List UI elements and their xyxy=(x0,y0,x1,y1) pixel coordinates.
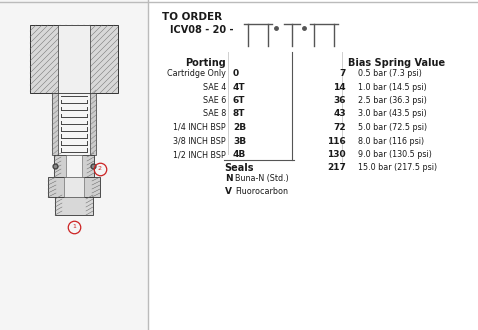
Text: 9.0 bar (130.5 psi): 9.0 bar (130.5 psi) xyxy=(358,150,432,159)
Bar xyxy=(52,93,58,155)
Bar xyxy=(64,177,84,197)
Text: 116: 116 xyxy=(327,137,346,146)
Text: 7: 7 xyxy=(340,69,346,78)
Text: Seals: Seals xyxy=(224,163,253,173)
Text: Porting: Porting xyxy=(185,58,226,68)
Text: SAE 8: SAE 8 xyxy=(203,110,226,118)
Text: V: V xyxy=(225,187,232,196)
Text: Cartridge Only: Cartridge Only xyxy=(167,69,226,78)
Bar xyxy=(48,177,100,197)
Text: 3.0 bar (43.5 psi): 3.0 bar (43.5 psi) xyxy=(358,110,427,118)
Text: SAE 4: SAE 4 xyxy=(203,82,226,91)
Text: 1: 1 xyxy=(72,224,76,229)
Bar xyxy=(66,155,82,177)
Text: 4T: 4T xyxy=(233,82,246,91)
Text: 8.0 bar (116 psi): 8.0 bar (116 psi) xyxy=(358,137,424,146)
Bar xyxy=(58,25,90,93)
Bar xyxy=(54,155,94,177)
Text: 2B: 2B xyxy=(233,123,246,132)
Text: SAE 6: SAE 6 xyxy=(203,96,226,105)
Text: Buna-N (Std.): Buna-N (Std.) xyxy=(235,174,289,183)
Text: 1/4 INCH BSP: 1/4 INCH BSP xyxy=(174,123,226,132)
Text: ICV08 - 20 -: ICV08 - 20 - xyxy=(170,25,233,35)
Text: 0.5 bar (7.3 psi): 0.5 bar (7.3 psi) xyxy=(358,69,422,78)
Text: 217: 217 xyxy=(327,163,346,173)
Text: 4B: 4B xyxy=(233,150,246,159)
Text: Fluorocarbon: Fluorocarbon xyxy=(235,187,288,196)
Text: 43: 43 xyxy=(333,110,346,118)
Text: 2.5 bar (36.3 psi): 2.5 bar (36.3 psi) xyxy=(358,96,427,105)
Text: TO ORDER: TO ORDER xyxy=(162,12,222,22)
Text: 2: 2 xyxy=(98,167,102,172)
Bar xyxy=(90,93,96,155)
Text: 36: 36 xyxy=(334,96,346,105)
Text: 6T: 6T xyxy=(233,96,246,105)
Polygon shape xyxy=(30,25,118,93)
Text: 8T: 8T xyxy=(233,110,246,118)
Text: 0: 0 xyxy=(233,69,239,78)
Bar xyxy=(55,197,93,215)
Bar xyxy=(0,0,148,330)
Text: 72: 72 xyxy=(333,123,346,132)
Text: 1/2 INCH BSP: 1/2 INCH BSP xyxy=(173,150,226,159)
Text: 130: 130 xyxy=(327,150,346,159)
Text: 5.0 bar (72.5 psi): 5.0 bar (72.5 psi) xyxy=(358,123,427,132)
Text: 1.0 bar (14.5 psi): 1.0 bar (14.5 psi) xyxy=(358,82,427,91)
Text: 14: 14 xyxy=(333,82,346,91)
Text: 15.0 bar (217.5 psi): 15.0 bar (217.5 psi) xyxy=(358,163,437,173)
Text: 3B: 3B xyxy=(233,137,246,146)
Text: Bias Spring Value: Bias Spring Value xyxy=(348,58,445,68)
Text: N: N xyxy=(225,174,233,183)
Text: 3/8 INCH BSP: 3/8 INCH BSP xyxy=(174,137,226,146)
